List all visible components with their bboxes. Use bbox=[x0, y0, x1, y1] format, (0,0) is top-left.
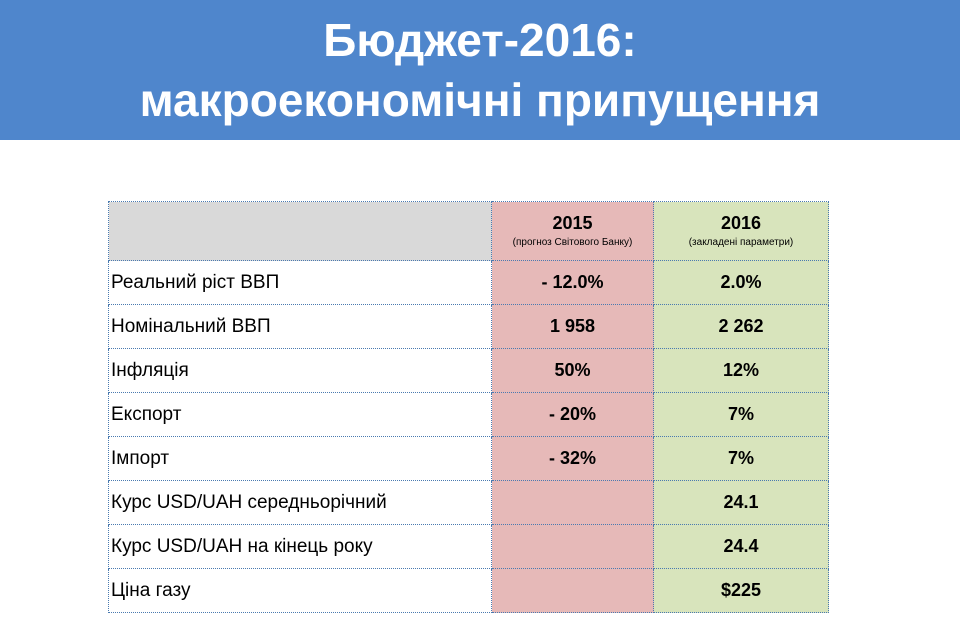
row-label: Курс USD/UAH середньорічний bbox=[108, 480, 492, 525]
title-banner: Бюджет-2016: макроекономічні припущення bbox=[0, 0, 960, 140]
header-label-cell bbox=[108, 201, 492, 261]
header-2015-note: (прогноз Світового Банку) bbox=[512, 237, 633, 248]
value-2016: 7% bbox=[653, 392, 829, 437]
value-2015: - 20% bbox=[491, 392, 654, 437]
row-label: Імпорт bbox=[108, 436, 492, 481]
table-row: Ціна газу $225 bbox=[108, 568, 829, 613]
value-2015: 50% bbox=[491, 348, 654, 393]
table-row: Курс USD/UAH середньорічний 24.1 bbox=[108, 480, 829, 525]
value-2016: 12% bbox=[653, 348, 829, 393]
header-2015-year: 2015 bbox=[552, 213, 593, 233]
value-2016: 2 262 bbox=[653, 304, 829, 349]
table-row: Імпорт - 32% 7% bbox=[108, 436, 829, 481]
value-2015: 1 958 bbox=[491, 304, 654, 349]
value-2016: 24.1 bbox=[653, 480, 829, 525]
value-2016: 7% bbox=[653, 436, 829, 481]
macro-assumptions-table: 2015 (прогноз Світового Банку) 2016 (зак… bbox=[108, 201, 829, 613]
value-2015: - 32% bbox=[491, 436, 654, 481]
value-2015 bbox=[491, 524, 654, 569]
header-2016: 2016 (закладені параметри) bbox=[653, 201, 829, 261]
macro-table-container: 2015 (прогноз Світового Банку) 2016 (зак… bbox=[108, 201, 829, 613]
header-2015: 2015 (прогноз Світового Банку) bbox=[491, 201, 654, 261]
title-line-2: макроекономічні припущення bbox=[139, 74, 821, 126]
value-2015: - 12.0% bbox=[491, 260, 654, 305]
table-header-row: 2015 (прогноз Світового Банку) 2016 (зак… bbox=[108, 201, 829, 261]
table-row: Інфляція 50% 12% bbox=[108, 348, 829, 393]
row-label: Ціна газу bbox=[108, 568, 492, 613]
header-2016-year: 2016 bbox=[720, 213, 762, 233]
row-label: Реальний ріст ВВП bbox=[108, 260, 492, 305]
value-2016: 2.0% bbox=[653, 260, 829, 305]
table-row: Реальний ріст ВВП - 12.0% 2.0% bbox=[108, 260, 829, 305]
title-line-1: Бюджет-2016: bbox=[323, 14, 637, 66]
value-2015 bbox=[491, 480, 654, 525]
header-2016-note: (закладені параметри) bbox=[688, 237, 794, 248]
row-label: Номінальний ВВП bbox=[108, 304, 492, 349]
value-2015 bbox=[491, 568, 654, 613]
row-label: Курс USD/UAH на кінець року bbox=[108, 524, 492, 569]
value-2016: $225 bbox=[653, 568, 829, 613]
value-2016: 24.4 bbox=[653, 524, 829, 569]
table-row: Номінальний ВВП 1 958 2 262 bbox=[108, 304, 829, 349]
table-row: Курс USD/UAH на кінець року 24.4 bbox=[108, 524, 829, 569]
row-label: Експорт bbox=[108, 392, 492, 437]
table-row: Експорт - 20% 7% bbox=[108, 392, 829, 437]
row-label: Інфляція bbox=[108, 348, 492, 393]
